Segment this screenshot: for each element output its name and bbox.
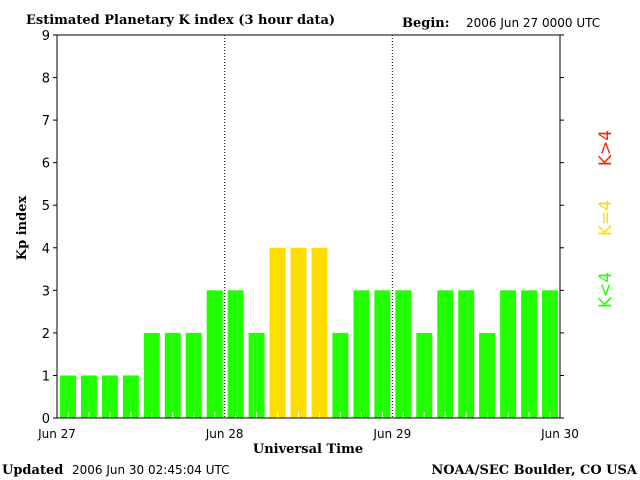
kp-bar	[521, 290, 538, 418]
kp-bar	[500, 290, 517, 418]
kp-bar	[353, 290, 370, 418]
y-tick-label: 3	[42, 284, 50, 299]
y-tick-label: 9	[42, 29, 50, 44]
x-axis-label: Universal Time	[253, 442, 363, 457]
y-tick-label: 8	[42, 72, 50, 87]
x-tick-label: Jun 29	[372, 427, 411, 441]
source-credit: NOAA/SEC Boulder, CO USA	[431, 463, 638, 478]
kp-bar	[143, 332, 160, 418]
legend-k-less-4: K<4	[596, 272, 616, 308]
x-tick-label: Jun 28	[205, 427, 244, 441]
kp-bar	[80, 375, 97, 418]
kp-bar	[185, 332, 202, 418]
updated-value: 2006 Jun 30 02:45:04 UTC	[72, 463, 230, 477]
kp-bar	[290, 247, 307, 418]
kp-bar	[374, 290, 391, 418]
kp-bar	[458, 290, 475, 418]
kp-bar	[164, 332, 181, 418]
y-tick-label: 1	[42, 369, 50, 384]
y-tick-label: 6	[42, 157, 50, 172]
kp-bar	[542, 290, 558, 418]
kp-bar	[395, 290, 412, 418]
y-tick-label: 0	[42, 412, 50, 427]
y-tick-label: 4	[42, 242, 50, 257]
y-tick-label: 7	[42, 114, 50, 129]
kp-bar	[206, 290, 223, 418]
kp-bar	[437, 290, 454, 418]
x-tick-label: Jun 30	[540, 427, 579, 441]
plot-frame	[56, 34, 561, 419]
kp-bar	[248, 332, 265, 418]
updated-label: Updated	[2, 463, 63, 478]
kp-bar	[101, 375, 118, 418]
kp-bar	[122, 375, 139, 418]
kp-bar	[60, 375, 76, 418]
y-axis-label: Kp index	[15, 196, 30, 261]
legend-k-equal-4: K=4	[596, 200, 616, 236]
y-tick-label: 5	[42, 199, 50, 214]
kp-bar	[416, 332, 433, 418]
kp-bar	[311, 247, 328, 418]
kp-bar	[332, 332, 349, 418]
chart-title: Estimated Planetary K index (3 hour data…	[26, 13, 335, 28]
begin-label: Begin:	[402, 16, 450, 31]
begin-value: 2006 Jun 27 0000 UTC	[466, 16, 600, 30]
x-tick-label: Jun 27	[37, 427, 76, 441]
kp-bar	[269, 247, 286, 418]
y-tick-label: 2	[42, 327, 50, 342]
kp-bar	[479, 332, 496, 418]
legend-k-greater-4: K>4	[596, 130, 616, 166]
kp-bar	[227, 290, 244, 418]
